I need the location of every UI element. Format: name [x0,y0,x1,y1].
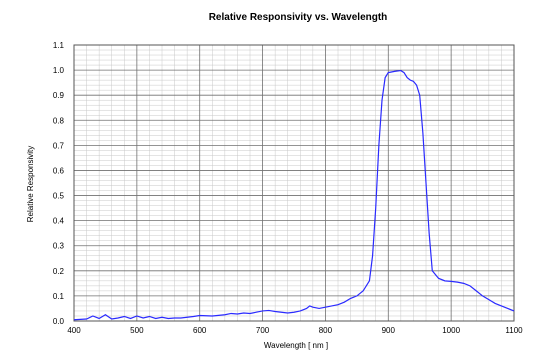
y-tick-label: 0.5 [53,192,65,201]
chart-title: Relative Responsivity vs. Wavelength [209,12,388,23]
x-tick-label: 800 [319,326,333,335]
plot-frame [73,44,515,322]
x-tick-label: 1100 [505,326,523,335]
x-tick-label: 400 [67,326,81,335]
y-tick-label: 0.0 [53,317,65,326]
y-tick-label: 0.1 [53,292,65,301]
x-axis-label: Wavelength [ nm ] [264,341,328,350]
series-line [73,69,515,321]
y-tick-label: 1.0 [53,66,65,75]
y-tick-label: 1.1 [53,41,65,50]
x-tick-label: 1000 [442,326,460,335]
x-tick-label: 500 [130,326,144,335]
x-tick-label: 700 [256,326,270,335]
y-axis-label: Relative Responsivity [26,146,35,222]
grid [73,44,515,322]
y-tick-label: 0.2 [53,267,65,276]
y-tick-label: 0.6 [53,166,65,175]
tick-labels: 400 500 600 700 800 900 1000 1100 0.0 0.1 0.2 0.3 0.… [53,41,523,335]
y-tick-label: 0.9 [53,91,65,100]
x-tick-label: 600 [193,326,207,335]
y-tick-label: 0.7 [53,141,65,150]
x-tick-label: 900 [382,326,396,335]
y-tick-label: 0.3 [53,242,65,251]
y-tick-label: 0.8 [53,116,65,125]
y-tick-label: 0.4 [53,217,65,226]
